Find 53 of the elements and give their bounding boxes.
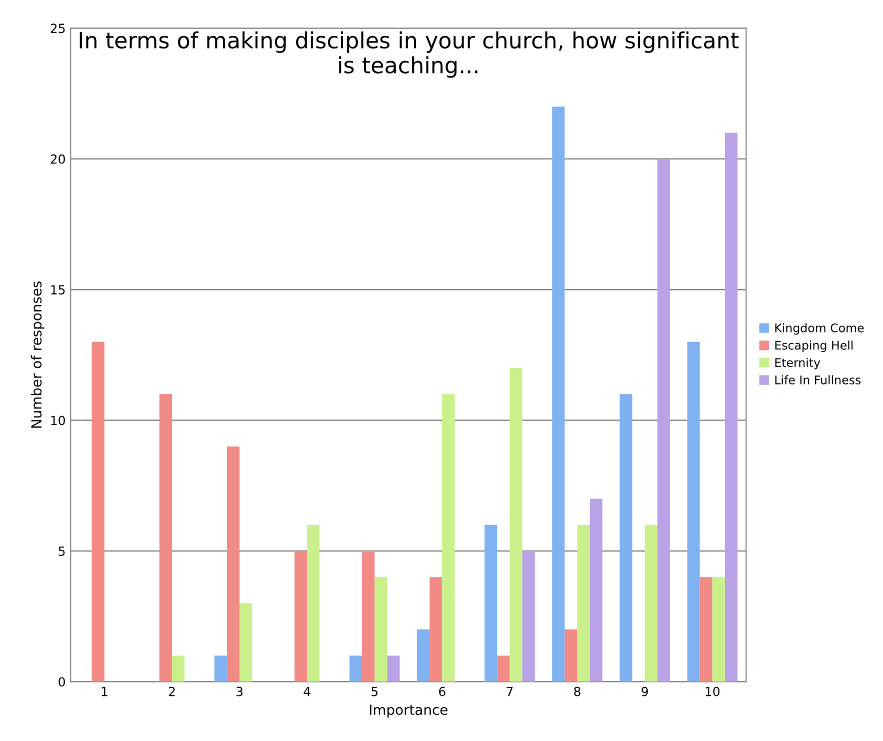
x-tick-label: 1 — [102, 686, 108, 696]
bar — [430, 577, 442, 682]
bar — [172, 656, 185, 682]
bar — [497, 656, 510, 682]
bar — [552, 106, 565, 682]
bar — [700, 577, 712, 682]
bar — [294, 551, 308, 682]
bar — [687, 342, 700, 682]
bar — [349, 656, 362, 682]
x-tick-label: 5 — [372, 686, 378, 696]
y-tick-label: 5 — [58, 546, 65, 556]
x-tick-label: 10 — [706, 686, 720, 696]
y-tick-label: 15 — [51, 285, 65, 295]
y-axis-title: Number of responses — [30, 281, 44, 428]
bar — [724, 132, 738, 682]
x-tick-label: 2 — [168, 686, 175, 696]
bar — [387, 656, 400, 682]
bar — [374, 577, 388, 682]
x-axis-title: Importance — [370, 704, 448, 718]
legend-label: Kingdom Come — [775, 323, 864, 335]
bar — [442, 394, 455, 682]
bar — [522, 551, 535, 682]
bar — [620, 394, 632, 682]
bar — [417, 629, 430, 682]
x-tick-label: 6 — [439, 686, 446, 696]
legend-label: Eternity — [775, 358, 820, 370]
bar — [657, 158, 670, 682]
bar — [214, 656, 227, 682]
y-tick-label: 10 — [51, 416, 65, 426]
bar — [307, 524, 320, 682]
text: In terms of making disciples in your church, how significant is teaching... — [80, 31, 739, 78]
x-tick-label: 8 — [574, 686, 580, 696]
bar — [484, 524, 498, 682]
bar — [644, 524, 658, 682]
y-tick-label: 0 — [58, 677, 65, 687]
y-tick-label: 20 — [50, 154, 65, 164]
y-tick-label: 25 — [50, 24, 65, 34]
bar — [362, 551, 375, 682]
legend-label: Life In Fullness — [775, 375, 861, 384]
x-tick-label: 3 — [236, 686, 242, 696]
bar — [564, 629, 578, 682]
bar — [712, 577, 725, 682]
bar — [92, 342, 104, 682]
bar — [159, 394, 172, 682]
x-tick-label: 9 — [642, 686, 648, 696]
bar — [510, 368, 522, 682]
x-tick-label: 4 — [304, 686, 310, 696]
x-tick-label: 7 — [506, 686, 513, 696]
bar — [590, 498, 602, 682]
bar — [226, 446, 240, 682]
bar — [240, 603, 252, 682]
legend-label: Escaping Hell — [775, 340, 853, 352]
bar — [577, 524, 590, 682]
